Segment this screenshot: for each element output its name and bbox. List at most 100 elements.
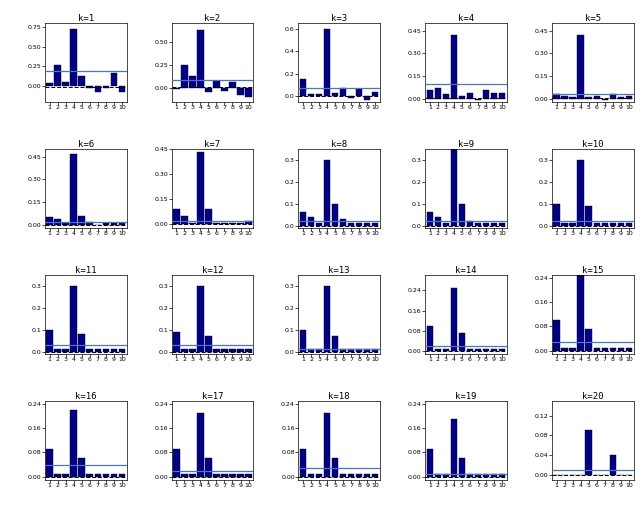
Bar bbox=[189, 349, 196, 351]
Bar bbox=[340, 473, 346, 477]
Title: k=9: k=9 bbox=[458, 140, 474, 149]
Bar bbox=[618, 223, 624, 226]
Bar bbox=[554, 321, 560, 351]
Bar bbox=[300, 212, 307, 226]
Bar bbox=[618, 97, 624, 99]
Bar bbox=[372, 349, 378, 351]
Bar bbox=[245, 473, 252, 477]
Bar bbox=[609, 348, 616, 351]
Bar bbox=[348, 473, 355, 477]
Bar bbox=[111, 349, 117, 351]
Title: k=13: k=13 bbox=[328, 266, 350, 275]
Bar bbox=[467, 93, 473, 99]
Bar bbox=[173, 209, 180, 224]
Bar bbox=[54, 473, 61, 477]
Bar bbox=[213, 81, 220, 88]
Bar bbox=[602, 348, 608, 351]
Title: k=1: k=1 bbox=[77, 14, 93, 23]
Bar bbox=[443, 94, 449, 99]
Bar bbox=[181, 349, 188, 351]
Title: k=12: k=12 bbox=[202, 266, 223, 275]
Bar bbox=[197, 152, 204, 224]
Bar bbox=[625, 348, 632, 351]
Bar bbox=[577, 35, 584, 99]
Bar bbox=[467, 221, 473, 226]
Bar bbox=[491, 223, 497, 226]
Bar bbox=[427, 326, 433, 351]
Bar bbox=[332, 93, 339, 96]
Bar bbox=[483, 90, 489, 99]
Bar bbox=[237, 349, 244, 351]
Bar bbox=[435, 473, 441, 477]
Title: k=3: k=3 bbox=[331, 14, 348, 23]
Bar bbox=[435, 349, 441, 351]
Bar bbox=[577, 160, 584, 226]
Bar bbox=[340, 219, 346, 226]
Bar bbox=[173, 449, 180, 477]
Bar bbox=[427, 212, 433, 226]
Bar bbox=[625, 96, 632, 99]
Bar bbox=[221, 349, 228, 351]
Title: k=20: k=20 bbox=[582, 392, 604, 401]
Bar bbox=[221, 88, 228, 91]
Bar bbox=[499, 223, 505, 226]
Bar bbox=[554, 204, 560, 226]
Bar bbox=[586, 97, 592, 99]
Bar bbox=[47, 449, 53, 477]
Bar bbox=[213, 223, 220, 224]
Title: k=19: k=19 bbox=[455, 392, 477, 401]
Bar bbox=[237, 223, 244, 224]
Bar bbox=[324, 29, 330, 96]
Bar bbox=[47, 330, 53, 351]
Bar bbox=[95, 473, 101, 477]
Bar bbox=[213, 349, 220, 351]
Bar bbox=[63, 82, 69, 86]
Bar bbox=[586, 206, 592, 226]
Bar bbox=[229, 349, 236, 351]
Bar bbox=[602, 223, 608, 226]
Bar bbox=[63, 349, 69, 351]
Bar bbox=[451, 35, 457, 99]
Bar bbox=[173, 332, 180, 351]
Bar bbox=[364, 96, 371, 100]
Bar bbox=[332, 204, 339, 226]
Bar bbox=[54, 349, 61, 351]
Bar bbox=[459, 333, 465, 351]
Bar bbox=[451, 149, 457, 226]
Bar bbox=[324, 160, 330, 226]
Bar bbox=[483, 349, 489, 351]
Bar bbox=[570, 223, 576, 226]
Bar bbox=[111, 473, 117, 477]
Bar bbox=[459, 96, 465, 99]
Bar bbox=[79, 334, 85, 351]
Bar bbox=[593, 223, 600, 226]
Bar bbox=[316, 473, 323, 477]
Bar bbox=[483, 473, 489, 477]
Bar bbox=[348, 96, 355, 98]
Bar bbox=[63, 223, 69, 225]
Bar bbox=[205, 459, 212, 477]
Bar bbox=[625, 223, 632, 226]
Bar bbox=[324, 286, 330, 351]
Bar bbox=[332, 459, 339, 477]
Bar bbox=[111, 223, 117, 225]
Bar bbox=[300, 449, 307, 477]
Bar bbox=[427, 449, 433, 477]
Bar bbox=[245, 221, 252, 224]
Bar bbox=[459, 204, 465, 226]
Bar bbox=[102, 86, 109, 88]
Bar bbox=[237, 88, 244, 95]
Bar bbox=[427, 90, 433, 99]
Bar bbox=[499, 349, 505, 351]
Bar bbox=[189, 223, 196, 224]
Bar bbox=[364, 349, 371, 351]
Bar bbox=[586, 329, 592, 351]
Bar bbox=[593, 96, 600, 99]
Bar bbox=[435, 217, 441, 226]
Bar bbox=[586, 430, 592, 475]
Bar bbox=[332, 336, 339, 351]
Bar bbox=[348, 349, 355, 351]
Title: k=18: k=18 bbox=[328, 392, 350, 401]
Bar bbox=[364, 223, 371, 226]
Bar bbox=[491, 349, 497, 351]
